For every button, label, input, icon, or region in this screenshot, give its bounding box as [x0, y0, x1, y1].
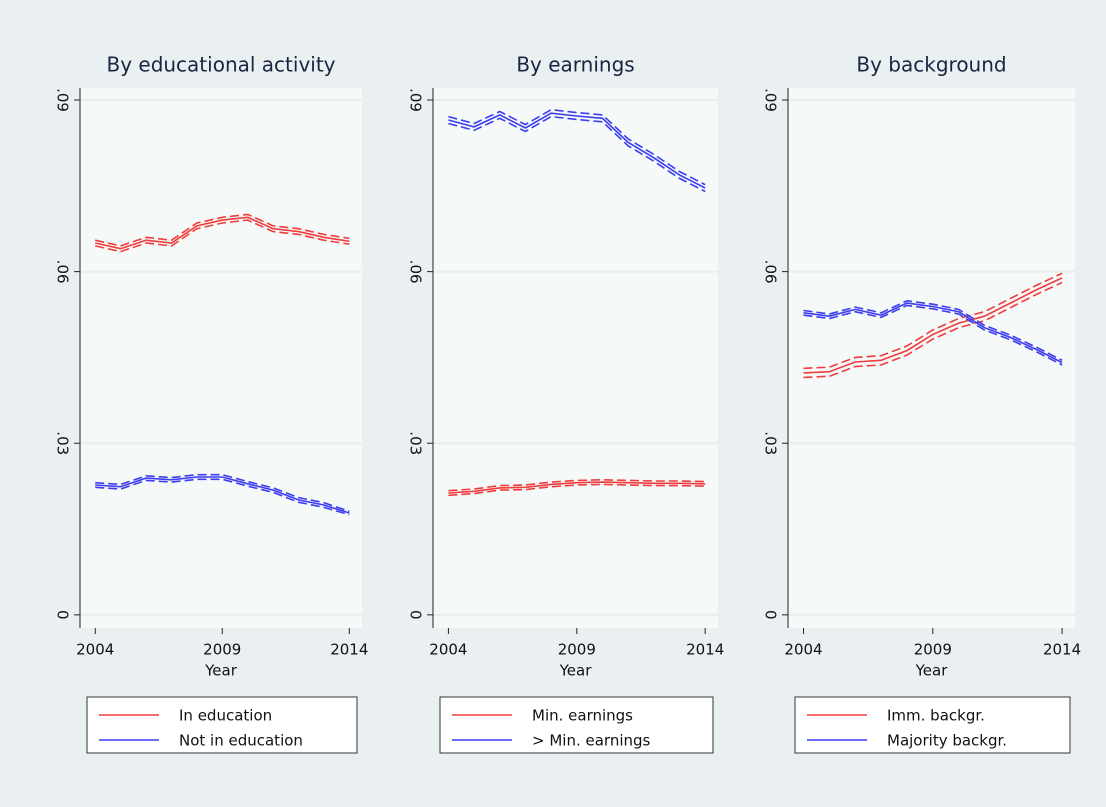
x-axis-label: Year [559, 662, 593, 680]
x-tick-label: 2009 [914, 641, 952, 659]
series-line [95, 476, 350, 514]
y-tick-label: .09 [54, 88, 72, 112]
ci-line [803, 299, 1063, 362]
ci-line [803, 304, 1063, 366]
plot-area [80, 88, 362, 628]
y-tick-label: 0 [762, 610, 780, 620]
y-tick-label: .03 [762, 431, 780, 455]
legend [439, 696, 714, 754]
legend-label: Min. earnings [532, 707, 633, 725]
x-tick-label: 2004 [429, 641, 467, 659]
plot-area [433, 88, 718, 628]
ci-line [803, 281, 1063, 379]
x-tick-label: 2009 [558, 641, 596, 659]
legend-label: Not in education [179, 732, 303, 750]
x-axis-label: Year [204, 662, 238, 680]
series-line [448, 112, 706, 189]
x-tick-label: 2009 [203, 641, 241, 659]
legend [794, 696, 1071, 754]
panel-title: By educational activity [106, 53, 335, 77]
legend [86, 696, 358, 754]
plot-area [788, 88, 1075, 628]
legend-label: Imm. backgr. [887, 707, 985, 725]
y-tick-label: .03 [54, 431, 72, 455]
ci-line [448, 483, 706, 497]
y-tick-label: 0 [407, 610, 425, 620]
y-tick-label: .09 [762, 88, 780, 112]
y-tick-label: .06 [407, 260, 425, 284]
y-tick-label: .03 [407, 431, 425, 455]
x-tick-label: 2014 [330, 641, 368, 659]
series-line [803, 302, 1063, 364]
ci-line [95, 478, 350, 516]
series-line [448, 481, 706, 494]
ci-line [448, 115, 706, 193]
x-tick-label: 2014 [686, 641, 724, 659]
series-line [803, 277, 1063, 374]
series-line [95, 216, 350, 250]
x-tick-label: 2004 [784, 641, 822, 659]
x-tick-label: 2014 [1043, 641, 1081, 659]
panel-title: By background [856, 53, 1006, 77]
ci-line [95, 219, 350, 253]
ci-line [448, 478, 706, 492]
legend-label: Majority backgr. [887, 732, 1007, 750]
panel-title: By earnings [516, 53, 634, 77]
ci-line [95, 213, 350, 247]
legend-label: > Min. earnings [532, 732, 651, 750]
x-axis-label: Year [915, 662, 949, 680]
ci-line [95, 473, 350, 513]
x-tick-label: 2004 [76, 641, 114, 659]
y-tick-label: .09 [407, 88, 425, 112]
y-tick-label: 0 [54, 610, 72, 620]
ci-line [803, 272, 1063, 370]
legend-label: In education [179, 707, 272, 725]
y-tick-label: .06 [762, 260, 780, 284]
ci-line [448, 108, 706, 186]
y-tick-label: .06 [54, 260, 72, 284]
